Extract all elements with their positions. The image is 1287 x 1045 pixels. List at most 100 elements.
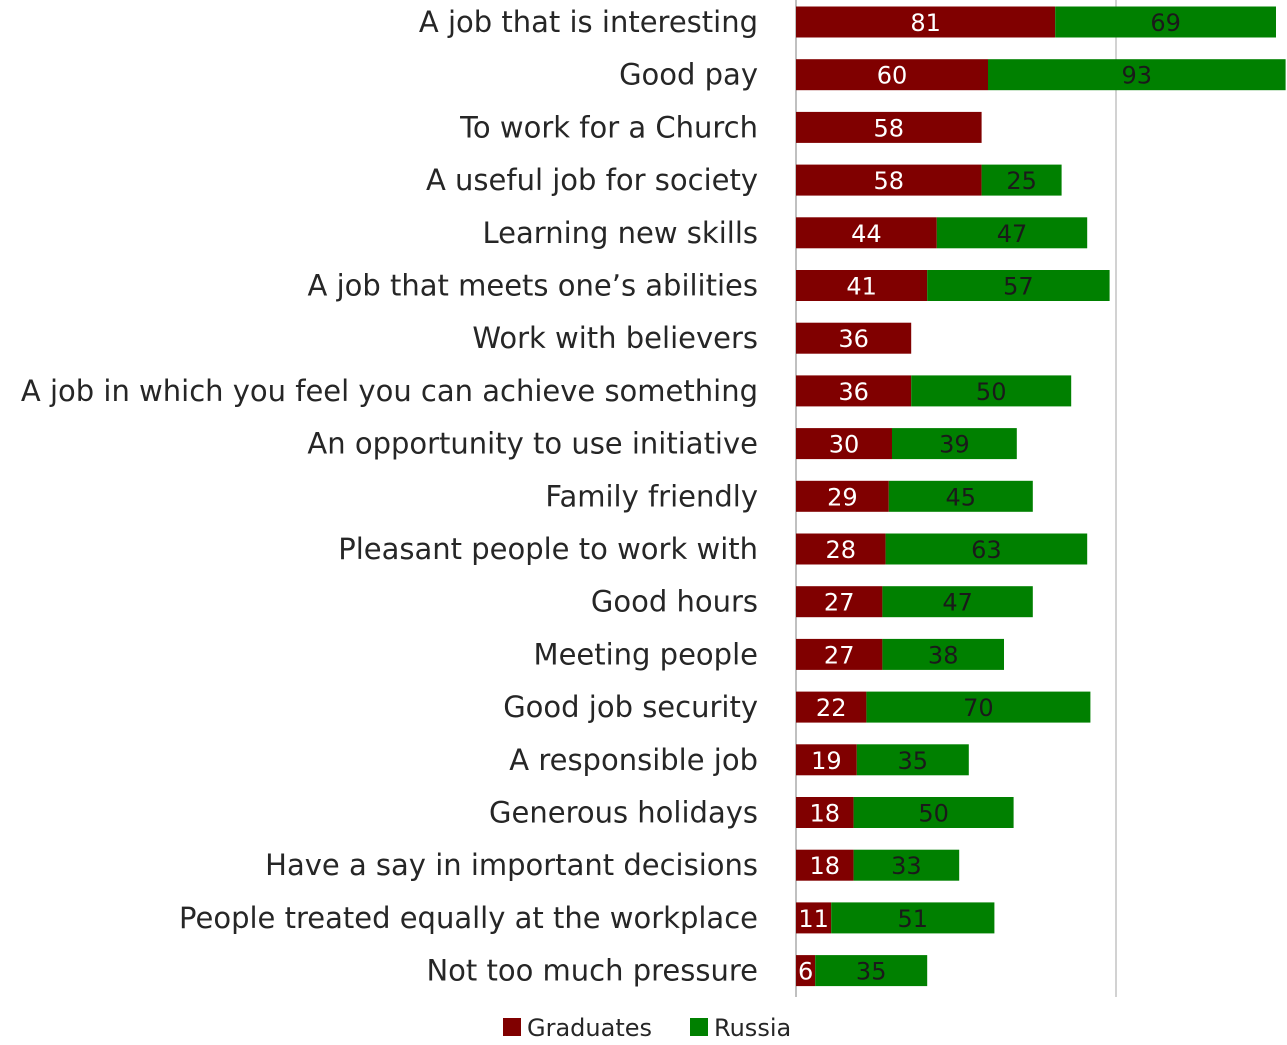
category-label-a-job-in-which-you-feel-you-can-achieve-something: A job in which you feel you can achieve … [21,374,758,408]
bar-russia-pleasant-people-to-work-with [885,533,1088,565]
bar-graduates-a-job-that-is-interesting [796,6,1056,38]
category-label-a-useful-job-for-society: A useful job for society [426,163,758,197]
category-label-work-with-believers: Work with believers [472,321,758,355]
data-label-graduates-family-friendly: 29 [827,483,858,511]
bar-russia-not-too-much-pressure [815,955,928,987]
legend-label-russia: Russia [714,1014,791,1042]
data-label-graduates-good-pay: 60 [877,62,908,90]
bar-graduates-a-responsible-job [796,744,857,776]
bar-graduates-family-friendly [796,480,889,512]
data-label-graduates-good-job-security: 22 [816,694,847,722]
data-label-graduates-pleasant-people-to-work-with: 28 [826,536,857,564]
legend-swatch-russia [690,1018,708,1036]
bar-graduates-pleasant-people-to-work-with [796,533,886,565]
data-label-russia-good-pay: 93 [1122,62,1153,90]
category-labels: A job that is interesting Good pay To work… [21,5,758,988]
category-label-good-hours: Good hours [591,585,758,619]
category-label-learning-new-skills: Learning new skills [483,216,758,250]
data-label-graduates-a-job-that-meets-one-s-abilities: 41 [846,273,877,301]
bar-russia-people-treated-equally-at-the-workplace [831,902,995,934]
data-label-russia-a-useful-job-for-society: 25 [1006,167,1037,195]
legend-swatch-graduates [503,1018,521,1036]
category-label-people-treated-equally-at-the-workplace: People treated equally at the workplace [179,901,758,935]
data-label-russia-a-responsible-job: 35 [898,747,929,775]
bar-russia-generous-holidays [853,797,1014,828]
bar-russia-good-pay [988,59,1286,91]
bars [796,6,1286,987]
data-label-graduates-not-too-much-pressure: 6 [798,958,813,986]
data-label-russia-a-job-in-which-you-feel-you-can-achieve-something: 50 [976,378,1007,406]
data-label-graduates-have-a-say-in-important-decisions: 18 [810,852,841,880]
category-label-an-opportunity-to-use-initiative: An opportunity to use initiative [307,427,758,461]
category-label-to-work-for-a-church: To work for a Church [459,110,758,144]
data-label-graduates-to-work-for-a-church: 58 [874,114,905,142]
bar-russia-family-friendly [888,480,1033,512]
bar-russia-a-job-that-meets-one-s-abilities [927,270,1110,301]
bar-graduates-have-a-say-in-important-decisions [796,849,854,881]
bar-russia-meeting-people [882,638,1004,670]
data-label-graduates-generous-holidays: 18 [810,800,841,828]
bar-graduates-a-useful-job-for-society [796,164,982,196]
bar-graduates-an-opportunity-to-use-initiative [796,428,892,460]
bar-russia-a-job-in-which-you-feel-you-can-achieve-something [911,375,1072,407]
data-label-russia-good-job-security: 70 [963,694,994,722]
data-label-russia-learning-new-skills: 47 [997,220,1028,248]
category-label-family-friendly: Family friendly [545,479,758,513]
category-label-have-a-say-in-important-decisions: Have a say in important decisions [265,848,758,882]
bar-graduates-a-job-that-meets-one-s-abilities [796,270,928,301]
data-label-russia-family-friendly: 45 [946,483,977,511]
data-label-graduates-a-useful-job-for-society: 58 [874,167,905,195]
bar-graduates-learning-new-skills [796,217,937,249]
category-label-meeting-people: Meeting people [534,637,758,671]
bar-graduates-good-hours [796,586,883,618]
data-label-russia-pleasant-people-to-work-with: 63 [971,536,1002,564]
data-label-graduates-good-hours: 27 [824,589,855,617]
category-label-a-responsible-job: A responsible job [509,743,758,777]
data-label-russia-generous-holidays: 50 [918,800,949,828]
bar-russia-an-opportunity-to-use-initiative [892,428,1017,460]
category-label-not-too-much-pressure: Not too much pressure [426,954,758,988]
data-label-graduates-a-job-that-is-interesting: 81 [910,9,941,37]
bar-graduates-to-work-for-a-church [796,111,982,143]
data-label-graduates-meeting-people: 27 [824,641,855,669]
data-label-russia-good-hours: 47 [942,589,973,617]
bar-graduates-meeting-people [796,638,883,670]
bar-graduates-generous-holidays [796,797,854,828]
data-label-graduates-work-with-believers: 36 [838,325,869,353]
data-label-russia-a-job-that-is-interesting: 69 [1150,9,1181,37]
bar-russia-good-hours [882,586,1033,618]
category-label-good-job-security: Good job security [503,690,758,724]
data-label-russia-not-too-much-pressure: 35 [856,958,887,986]
bar-graduates-work-with-believers [796,322,912,354]
data-label-graduates-a-responsible-job: 19 [811,747,842,775]
data-label-russia-have-a-say-in-important-decisions: 33 [891,852,922,880]
bar-russia-good-job-security [866,691,1091,723]
bar-graduates-people-treated-equally-at-the-workplace [796,902,832,934]
bar-graduates-good-pay [796,59,988,91]
data-label-graduates-people-treated-equally-at-the-workplace: 11 [798,905,829,933]
data-label-russia-a-job-that-meets-one-s-abilities: 57 [1003,273,1034,301]
bar-russia-a-useful-job-for-society [981,164,1062,196]
bar-russia-have-a-say-in-important-decisions [853,849,960,881]
data-label-graduates-an-opportunity-to-use-initiative: 30 [829,431,860,459]
category-label-good-pay: Good pay [619,58,758,92]
data-label-russia-people-treated-equally-at-the-workplace: 51 [898,905,929,933]
bar-russia-learning-new-skills [936,217,1088,249]
data-label-russia-an-opportunity-to-use-initiative: 39 [939,431,970,459]
bar-russia-a-job-that-is-interesting [1055,6,1276,38]
category-label-a-job-that-meets-one-s-abilities: A job that meets one’s abilities [308,269,758,303]
bar-russia-a-responsible-job [856,744,969,776]
data-label-russia-meeting-people: 38 [928,641,959,669]
legend-label-graduates: Graduates [527,1014,652,1042]
category-label-pleasant-people-to-work-with: Pleasant people to work with [338,532,758,566]
legend: Graduates Russia [503,1014,791,1042]
data-label-graduates-a-job-in-which-you-feel-you-can-achieve-something: 36 [838,378,869,406]
category-label-a-job-that-is-interesting: A job that is interesting [419,5,758,39]
data-label-graduates-learning-new-skills: 44 [851,220,882,248]
bar-graduates-not-too-much-pressure [796,955,816,987]
bar-graduates-good-job-security [796,691,867,723]
category-label-generous-holidays: Generous holidays [489,796,758,830]
bar-graduates-a-job-in-which-you-feel-you-can-achieve-something [796,375,912,407]
